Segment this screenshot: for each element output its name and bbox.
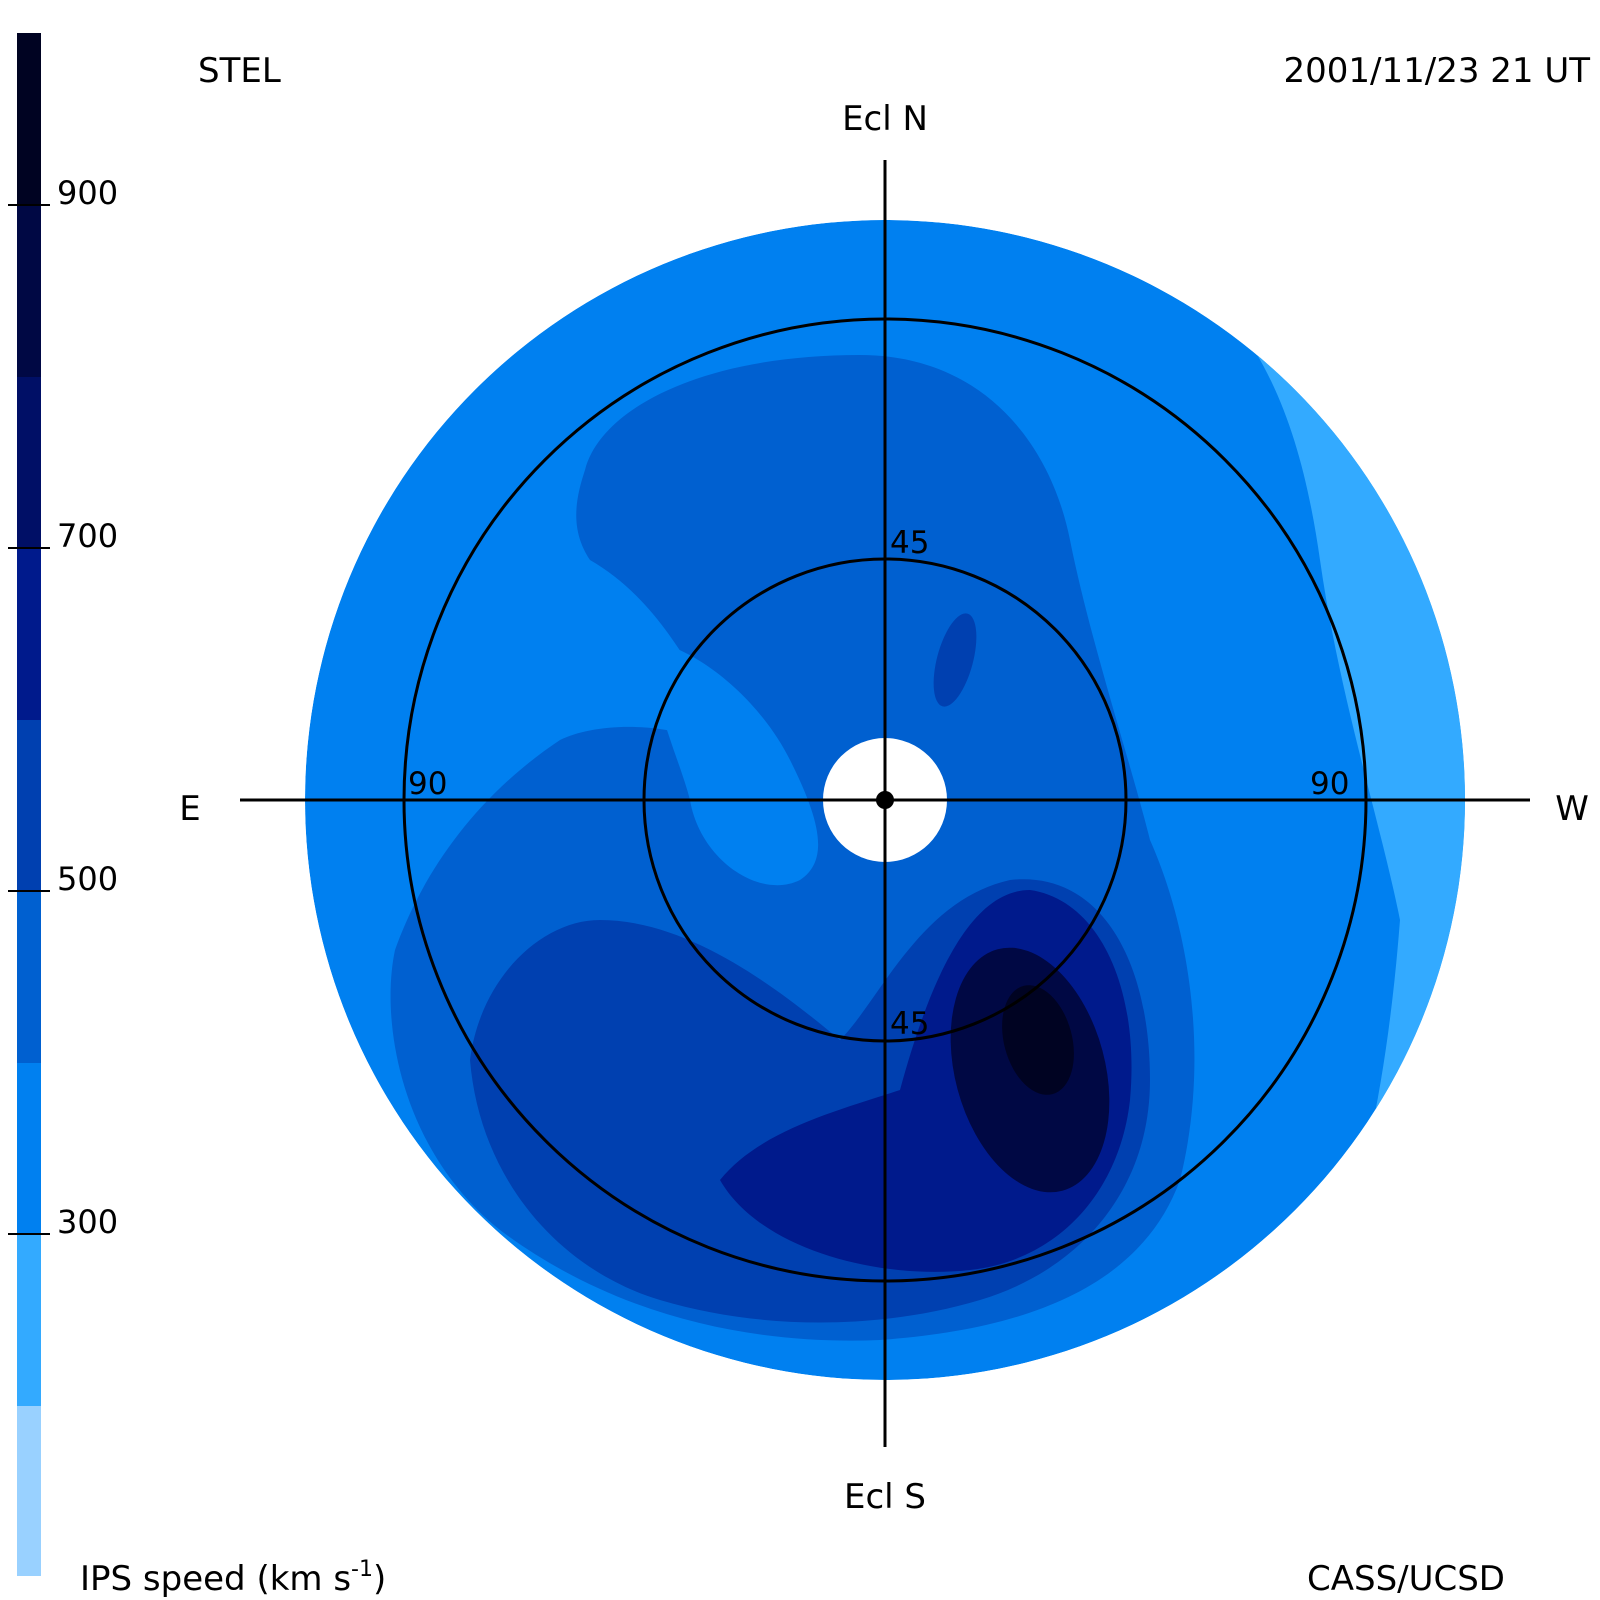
colorbar-title-text: IPS speed (km s <box>80 1559 351 1599</box>
colorbar-tick-label-900: 900 <box>57 174 118 212</box>
speed-region-peak-core <box>1002 985 1074 1095</box>
credit-label: CASS/UCSD <box>1307 1559 1505 1599</box>
colorbar-tick-label-700: 700 <box>57 517 118 555</box>
speed-region-small-blob <box>933 613 977 707</box>
colorbar-bin-5 <box>17 720 41 891</box>
colorbar-bin-7 <box>17 377 41 548</box>
colorbar-bin-1 <box>17 1406 41 1576</box>
ring-label-45-south: 45 <box>890 1006 929 1042</box>
colorbar-tick-label-300: 300 <box>57 1203 118 1241</box>
colorbar-bin-2 <box>17 1234 41 1406</box>
ring-label-90-west: 90 <box>1310 766 1349 802</box>
colorbar-bin-4 <box>17 891 41 1063</box>
ring-label-45-north: 45 <box>890 525 929 561</box>
colorbar-tick-label-500: 500 <box>57 860 118 898</box>
colorbar: 900 700 500 300 <box>8 33 118 1576</box>
colorbar-bin-9 <box>17 33 41 205</box>
compass-north-label: Ecl N <box>842 99 928 139</box>
colorbar-bin-6 <box>17 548 41 720</box>
speed-region-slow-center <box>650 640 819 886</box>
colorbar-title: IPS speed (km s-1) <box>80 1557 386 1599</box>
colorbar-title-close: ) <box>373 1559 386 1599</box>
colorbar-bin-8 <box>17 205 41 377</box>
timestamp-label: 2001/11/23 21 UT <box>1284 51 1591 91</box>
ring-label-90-east: 90 <box>408 766 447 802</box>
colorbar-title-exponent: -1 <box>351 1557 373 1582</box>
station-label: STEL <box>198 51 281 91</box>
compass-west-label: W <box>1555 789 1589 829</box>
compass-south-label: Ecl S <box>844 1477 926 1517</box>
compass-east-label: E <box>179 789 200 829</box>
colorbar-bin-3 <box>17 1063 41 1234</box>
sun-center-dot <box>876 791 894 809</box>
